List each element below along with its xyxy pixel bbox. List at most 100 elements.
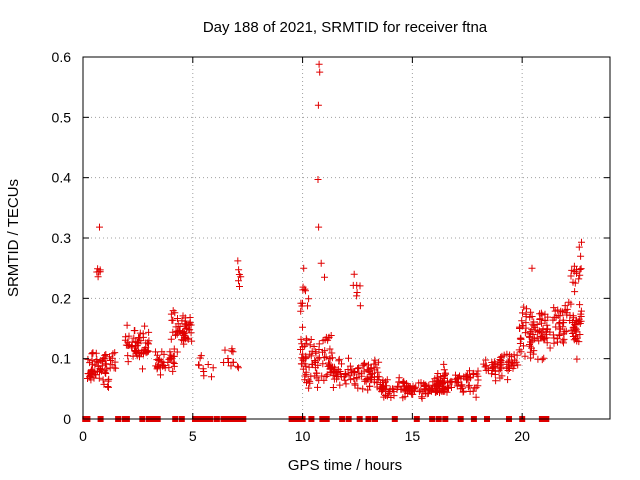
data-point [520,303,528,311]
data-point [529,350,537,358]
data-point [349,281,357,289]
data-point [322,373,330,380]
grid-lines [83,57,610,419]
data-point [317,259,325,267]
data-point [173,348,181,356]
data-point [577,307,585,315]
data-point [540,354,548,362]
data-point [549,316,557,324]
data-point [421,385,429,393]
data-point [84,375,91,382]
data-point [536,315,544,323]
data-point [404,387,412,395]
data-point [306,341,314,349]
data-point [522,324,530,332]
x-tick-label: 20 [514,428,530,444]
data-point [417,386,425,394]
y-tick-label: 0.4 [52,170,72,186]
data-point [403,386,411,394]
data-point [178,336,186,344]
data-point [527,308,535,316]
data-point [505,363,513,371]
data-point [299,323,306,331]
data-point [577,265,585,273]
data-point [179,312,187,320]
data-point [327,364,335,372]
data-point [576,320,584,327]
data-point [228,347,236,355]
data-point [345,354,352,362]
data-point [573,355,581,363]
data-point [526,330,534,338]
data-point [378,385,386,392]
data-point [577,252,585,260]
data-point [86,359,94,367]
data-point [375,358,383,366]
data-point [442,370,450,378]
data-point [504,376,512,384]
data-point [208,373,215,381]
data-point [109,350,117,358]
data-point [183,320,190,328]
data-point [319,360,327,368]
data-point [297,307,305,315]
data-point [390,392,398,400]
data-point [167,335,175,343]
data-point [361,377,369,385]
data-point [549,331,557,339]
data-point [305,363,313,371]
data-point [454,375,462,383]
data-point [438,387,446,395]
data-point [561,328,569,336]
data-point [578,238,585,246]
x-tick-label: 15 [405,428,421,444]
data-point [157,371,164,379]
data-point [513,351,521,359]
data-point [556,312,564,320]
data-point [445,384,452,392]
data-point [307,336,315,343]
data-point [572,332,580,340]
data-point [542,328,550,336]
data-point [141,347,149,355]
data-point [573,269,580,277]
data-point [98,358,106,366]
data-point [347,376,355,384]
data-point [527,354,535,362]
data-point [313,369,321,377]
data-point [84,355,92,363]
data-point [234,362,242,370]
data-point [341,376,349,384]
data-point [141,322,149,330]
data-point [131,347,139,355]
data-point [235,271,243,278]
data-point [105,383,112,391]
data-point [364,366,372,374]
data-point [446,378,454,386]
data-point [496,374,504,382]
data-point [526,313,534,321]
data-point [169,367,177,375]
data-point [411,384,419,392]
data-point [370,360,378,368]
data-point [138,349,146,357]
data-point [543,339,551,347]
data-point [395,374,403,382]
data-point [321,273,328,281]
data-point [355,364,363,372]
data-point [371,356,379,364]
data-point [341,370,349,377]
data-point [434,383,442,391]
data-point [170,362,178,370]
data-point [316,68,324,76]
data-point [309,360,317,368]
data-point [571,288,579,296]
data-point [576,271,584,279]
data-point [195,361,202,369]
y-axis-label: SRMTID / TECUs [5,179,22,297]
data-point [528,344,535,352]
data-point [537,309,545,317]
data-point [156,355,164,363]
data-point [220,359,228,366]
data-point [301,376,309,384]
